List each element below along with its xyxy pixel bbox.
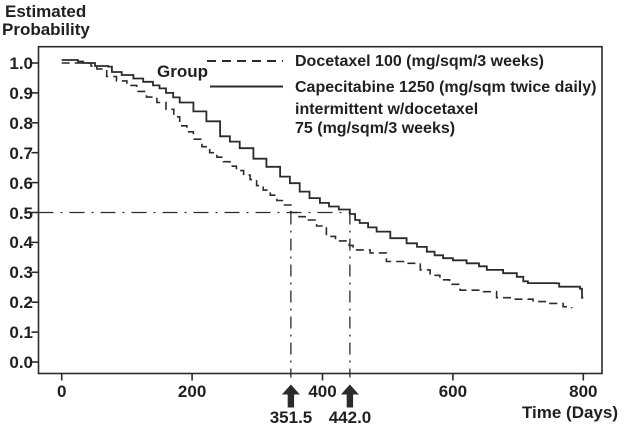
km-curve-capecitabine [61, 59, 584, 299]
median-arrow-capecitabine [340, 384, 359, 408]
plot-frame [37, 45, 603, 375]
km-curve-docetaxel [61, 62, 573, 309]
median-arrow-docetaxel [281, 384, 300, 408]
